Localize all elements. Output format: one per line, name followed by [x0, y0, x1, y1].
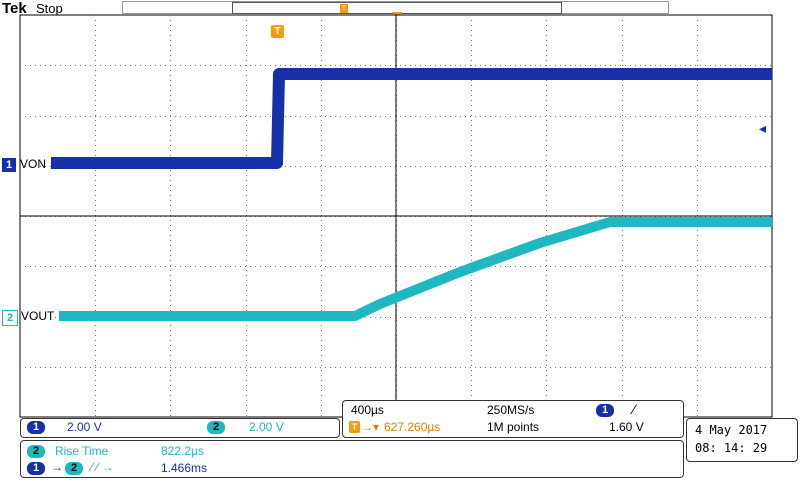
trigger-slope-icon: ⁄: [633, 401, 636, 417]
acquisition-status: Stop: [36, 1, 63, 16]
trigger-level: 1.60 V: [609, 420, 644, 434]
trigger-level-arrow-icon[interactable]: ◂: [759, 121, 767, 137]
meas1-source-badge: 2: [27, 445, 46, 458]
date: 4 May 2017: [695, 423, 768, 437]
meas2-from-badge: 1: [27, 462, 46, 475]
ch2-trace-label: VOUT: [21, 309, 55, 323]
trigger-offset-arrow-icon: →▾: [361, 420, 380, 434]
trigger-source-badge: 1: [596, 404, 615, 417]
vertical-scale-panel[interactable]: 1 2.00 V 2 2.00 V: [20, 418, 340, 438]
trigger-offset: 627.260µs: [384, 420, 441, 434]
status-bar: Tek Stop T: [0, 0, 800, 20]
ch1-trace-label: VON: [20, 157, 47, 171]
meas2-arrow-icon: →: [51, 460, 63, 474]
datetime-panel: 4 May 2017 08: 14: 29: [686, 418, 798, 462]
meas1-value: 822.2µs: [161, 444, 204, 458]
ch1-trace: [51, 68, 772, 169]
record-length: 1M points: [487, 420, 540, 434]
ch1-badge: 1: [27, 421, 46, 434]
meas2-to-badge: 2: [65, 462, 84, 475]
horizontal-trigger-panel[interactable]: 400µs 250MS/s 1 ⁄ T →▾ 627.260µs 1M poin…: [342, 400, 684, 438]
meas2-edges: ⁄ ⁄ →: [91, 460, 114, 474]
record-trigger-marker: T: [340, 4, 348, 13]
ch1-ground-marker[interactable]: 1: [2, 158, 16, 172]
measurement-panel[interactable]: 2 Rise Time 822.2µs 1 → 2 ⁄ ⁄ → 1.466ms: [20, 440, 684, 478]
ch2-ground-marker[interactable]: 2: [2, 310, 18, 326]
trigger-offset-icon: T: [349, 421, 360, 433]
ch1-scale: 2.00 V: [67, 420, 102, 434]
ch2-scale: 2.00 V: [249, 420, 284, 434]
meas2-value: 1.466ms: [161, 461, 208, 475]
ch2-badge: 2: [207, 421, 226, 434]
time: 08: 14: 29: [695, 441, 768, 455]
time-per-div: 400µs: [351, 403, 384, 417]
trigger-time-marker[interactable]: T: [271, 25, 284, 38]
sample-rate: 250MS/s: [487, 403, 535, 417]
brand-logo: Tek: [2, 0, 27, 17]
ch2-trace: [59, 217, 772, 321]
traces: [51, 68, 772, 321]
meas1-name: Rise Time: [55, 444, 109, 458]
